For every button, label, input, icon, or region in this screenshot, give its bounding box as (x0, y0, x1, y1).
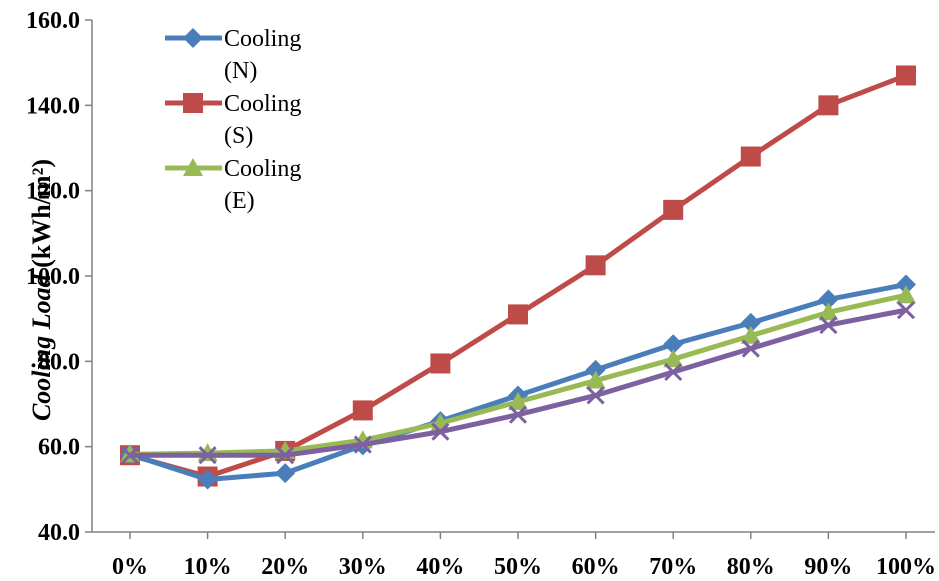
x-marker (819, 316, 838, 335)
y-tick-label: 100.0 (26, 264, 80, 290)
x-marker (198, 446, 217, 465)
x-marker (586, 386, 605, 405)
triangle-marker (818, 302, 839, 321)
x-marker (508, 405, 528, 424)
diamond-marker (740, 312, 761, 333)
x-tick-label: 60% (572, 554, 620, 580)
x-axis-ticks: 0% 10% 20% 30% 40% 50% 60% 70% 80% 90% 100% (112, 554, 936, 580)
axes (85, 19, 935, 539)
x-tick-label: 20% (261, 554, 309, 580)
y-axis-ticks: 40.0 60.0 80.0 100.0 120.0 140.0 160.0 (26, 8, 80, 546)
y-tick-label: 60.0 (38, 435, 80, 461)
series-unlabeled (120, 301, 916, 465)
x-tick-label: 50% (494, 554, 542, 580)
x-tick-label: 40% (416, 554, 464, 580)
triangle-marker (183, 158, 203, 176)
legend-label: Cooling (224, 156, 301, 182)
square-marker (818, 95, 839, 116)
legend-label: Cooling (224, 91, 301, 117)
triangle-marker (896, 285, 916, 304)
x-marker-stroke (896, 301, 916, 320)
legend-label-sub: (E) (224, 188, 255, 214)
x-marker (896, 301, 916, 320)
x-marker-stroke (586, 386, 605, 405)
y-axis-label-main: Cooling Load (27, 273, 56, 421)
diamond-marker (896, 274, 916, 295)
x-tick-label: 70% (649, 554, 697, 580)
diamond-marker (585, 359, 606, 380)
triangle-marker (740, 325, 761, 344)
legend-item: Cooling (N) (165, 26, 301, 84)
series-line (130, 307, 907, 458)
square-marker (183, 93, 203, 113)
x-tick-label: 30% (339, 554, 387, 580)
x-marker-stroke (431, 422, 450, 441)
x-tick-label: 10% (184, 554, 232, 580)
y-tick-label: 120.0 (26, 179, 80, 205)
series-lines (120, 65, 916, 490)
x-tick-label: 90% (804, 554, 852, 580)
x-tick-label: 0% (112, 554, 148, 580)
triangle-marker (663, 349, 684, 368)
square-marker (430, 353, 451, 374)
triangle-marker (508, 391, 528, 410)
x-marker-stroke (120, 446, 140, 465)
x-marker-stroke (741, 339, 760, 358)
x-marker (120, 446, 140, 465)
diamond-marker (183, 28, 203, 48)
x-marker-stroke (353, 435, 372, 454)
x-marker-stroke (664, 362, 683, 382)
x-marker-stroke (508, 405, 528, 424)
x-marker (741, 339, 760, 358)
legend-item: Cooling (S) (165, 91, 301, 149)
y-tick-label: 40.0 (38, 520, 80, 546)
square-marker (740, 146, 761, 167)
legend-label-sub: (N) (224, 58, 257, 84)
x-tick-label: 100% (876, 554, 936, 580)
square-marker (508, 304, 528, 325)
diamond-marker (197, 469, 218, 490)
x-marker (353, 435, 372, 454)
x-tick-label: 80% (727, 554, 775, 580)
x-marker-stroke (276, 446, 295, 465)
legend-item: Cooling (E) (165, 156, 301, 214)
x-marker (664, 362, 683, 382)
legend-label-sub: (S) (224, 123, 253, 149)
y-tick-label: 160.0 (26, 8, 80, 34)
x-marker-stroke (819, 316, 838, 335)
y-axis-label: Cooling Load (kWh/m²) (27, 159, 56, 421)
legend-label: Cooling (224, 26, 301, 52)
x-marker (431, 422, 450, 441)
triangle-marker (585, 370, 606, 389)
square-marker (352, 400, 373, 421)
diamond-marker (275, 463, 296, 484)
diamond-marker (663, 334, 684, 355)
legend: Cooling (N) Cooling (S) Cooling (E) (165, 26, 301, 214)
x-marker-stroke (198, 446, 217, 465)
x-marker (276, 446, 295, 465)
y-tick-label: 80.0 (38, 349, 80, 375)
square-marker (896, 65, 916, 86)
diamond-marker (818, 289, 839, 310)
square-marker (663, 199, 684, 220)
y-tick-label: 140.0 (26, 93, 80, 119)
y-axis-label-units: (kWh/m²) (27, 159, 56, 274)
square-marker (585, 255, 606, 276)
